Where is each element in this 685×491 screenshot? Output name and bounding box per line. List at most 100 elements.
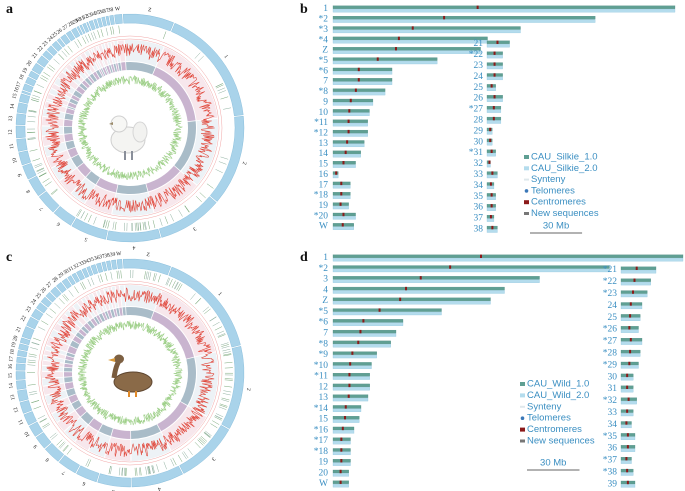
chromosome-label: *18 — [314, 447, 329, 457]
centromere — [628, 361, 631, 366]
circos-label: 3 — [210, 455, 216, 461]
chromosome-label: 37 — [474, 214, 484, 224]
circos-label: 18 — [18, 74, 26, 82]
track-band — [146, 165, 180, 192]
chromosome-arc — [53, 206, 76, 226]
chromosome-bar — [332, 373, 370, 377]
circos-label: 5 — [111, 488, 115, 491]
chromosome-label: 14 — [319, 149, 329, 159]
track-tick — [118, 25, 120, 34]
track-tick — [29, 393, 38, 396]
chromosome-bar — [332, 351, 377, 355]
track-tick — [221, 399, 230, 402]
centromere — [340, 192, 343, 196]
centromere — [348, 383, 351, 388]
track-band — [152, 67, 196, 122]
chromosome-label: 36 — [474, 203, 484, 213]
chromosome-arc — [88, 20, 96, 31]
chromosome-bar-v2 — [332, 143, 365, 148]
centromere — [347, 119, 350, 123]
track-tick — [43, 71, 51, 77]
centromere — [347, 394, 350, 398]
panel-label: d — [300, 250, 308, 265]
track-tick — [222, 351, 231, 354]
chicken-image — [109, 115, 148, 160]
chromosome-bar-v2 — [486, 229, 498, 233]
track-band — [67, 106, 76, 110]
track-band — [116, 63, 119, 72]
chromosome-arc — [122, 13, 174, 32]
track-tick — [84, 213, 89, 221]
track-tick — [27, 384, 36, 386]
chromosome-bar-v2 — [486, 207, 496, 211]
chromosome-arc — [28, 70, 40, 81]
track-tick — [148, 466, 151, 474]
track-band — [87, 76, 95, 84]
track-wiggle — [77, 320, 183, 426]
chromosome-bar-v2 — [332, 123, 368, 127]
chromosome-label: 38 — [474, 224, 484, 234]
chromosome-bar — [332, 26, 521, 30]
chromosome-bar-v2 — [332, 81, 393, 85]
track-tick — [221, 345, 230, 349]
track-band — [82, 80, 90, 89]
circos-label: 29 — [57, 271, 65, 279]
centromere — [344, 150, 347, 155]
track-band — [70, 340, 80, 349]
chromosome-label: 10 — [319, 108, 329, 118]
track-tick — [37, 326, 46, 331]
centromere — [357, 78, 360, 82]
chromosome-label: *12 — [314, 129, 329, 139]
chromosome-arc — [61, 278, 72, 289]
track-band — [90, 318, 98, 327]
track-tick — [177, 454, 183, 462]
chromosome-label: *31 — [469, 148, 484, 158]
track-tick — [214, 326, 223, 331]
legend-label: CAU_Silkie_1.0 — [531, 152, 598, 163]
centromere — [342, 161, 345, 165]
scale-label: 30 Mb — [543, 221, 569, 232]
track-tick — [49, 432, 57, 439]
track-tick — [41, 320, 49, 325]
track-band — [102, 67, 108, 76]
track-tick — [222, 393, 231, 396]
circos-label: 27 — [61, 24, 69, 32]
track-band — [121, 62, 126, 71]
chromosome-arc — [71, 218, 108, 240]
chromosome-label: *11 — [314, 118, 328, 128]
chromosome-arc — [106, 260, 112, 271]
track-band — [93, 47, 104, 68]
track-tick — [110, 26, 113, 35]
track-tick — [27, 361, 36, 364]
chromosome-label: 32 — [474, 159, 484, 169]
track-tick — [39, 418, 47, 423]
centromere — [629, 338, 632, 342]
chromosome-bar-v2 — [486, 65, 503, 70]
circos-label: 38 — [107, 7, 114, 14]
chromosome-label: 28 — [474, 115, 484, 125]
track-band — [108, 64, 113, 74]
chromosome-arc — [26, 316, 39, 330]
chromosome-label: *21 — [603, 265, 618, 275]
centromere — [378, 308, 381, 312]
track-tick — [198, 438, 205, 445]
track-band — [85, 185, 116, 214]
chromosome-label: *26 — [603, 325, 618, 335]
circos-label: 33 — [78, 260, 86, 268]
circos-label: 28 — [67, 20, 75, 28]
chromosome-bar-v2 — [332, 322, 404, 326]
chromosome-bar — [332, 394, 369, 398]
track-band — [107, 310, 113, 319]
track-tick — [144, 271, 146, 280]
chromosome-bar — [332, 308, 442, 312]
track-tick — [151, 465, 154, 474]
centromere — [362, 319, 365, 323]
legend-label: Centromeres — [527, 424, 582, 435]
circos-label: 16 — [13, 86, 21, 93]
chromosome-arc — [25, 76, 37, 87]
circos-label: 27 — [45, 281, 53, 289]
chromosome-arc — [209, 115, 245, 202]
chromosome-arc — [159, 196, 217, 238]
chromosome-label: *8 — [319, 339, 329, 349]
track-tick — [166, 277, 171, 286]
